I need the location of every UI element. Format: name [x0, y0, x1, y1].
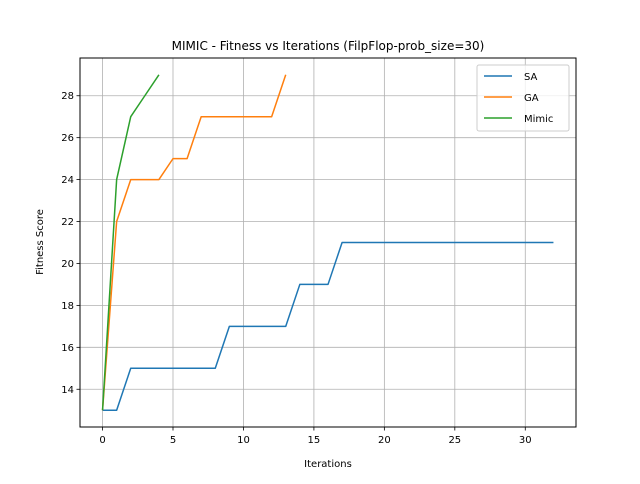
y-tick-label: 28	[61, 91, 74, 102]
legend-box	[476, 64, 570, 132]
y-tick-label: 18	[61, 301, 74, 312]
grid	[80, 58, 576, 427]
x-tick-label: 25	[448, 435, 461, 446]
x-tick-label: 10	[237, 435, 250, 446]
plot-frame	[79, 57, 577, 428]
x-axis-label: Iterations	[304, 459, 352, 470]
y-tick-label: 24	[61, 175, 74, 186]
series-line-ga	[101, 74, 287, 411]
ticks: 0 5 10 15 20 25 30 14 16 18 20 22 24 26 28	[61, 91, 531, 446]
series-line-mimic	[101, 74, 160, 411]
y-tick-label: 20	[61, 259, 74, 270]
y-tick-label: 16	[61, 343, 74, 354]
legend-label-sa: SA	[524, 72, 538, 83]
y-tick-label: 26	[61, 133, 74, 144]
y-tick-label: 22	[61, 217, 74, 228]
legend-label-ga: GA	[524, 93, 539, 104]
y-tick-label: 14	[61, 385, 74, 396]
x-tick-label: 20	[378, 435, 391, 446]
x-tick-label: 5	[170, 435, 176, 446]
legend: SA GA Mimic	[476, 64, 570, 132]
x-tick-label: 0	[99, 435, 105, 446]
chart-title: MIMIC - Fitness vs Iterations (FilpFlop-…	[172, 39, 485, 53]
legend-label-mimic: Mimic	[524, 114, 553, 125]
series-line-sa	[102, 241, 554, 411]
y-axis-label: Fitness Score	[35, 209, 46, 275]
x-tick-label: 30	[519, 435, 532, 446]
x-tick-label: 15	[308, 435, 321, 446]
series-lines	[101, 74, 554, 411]
